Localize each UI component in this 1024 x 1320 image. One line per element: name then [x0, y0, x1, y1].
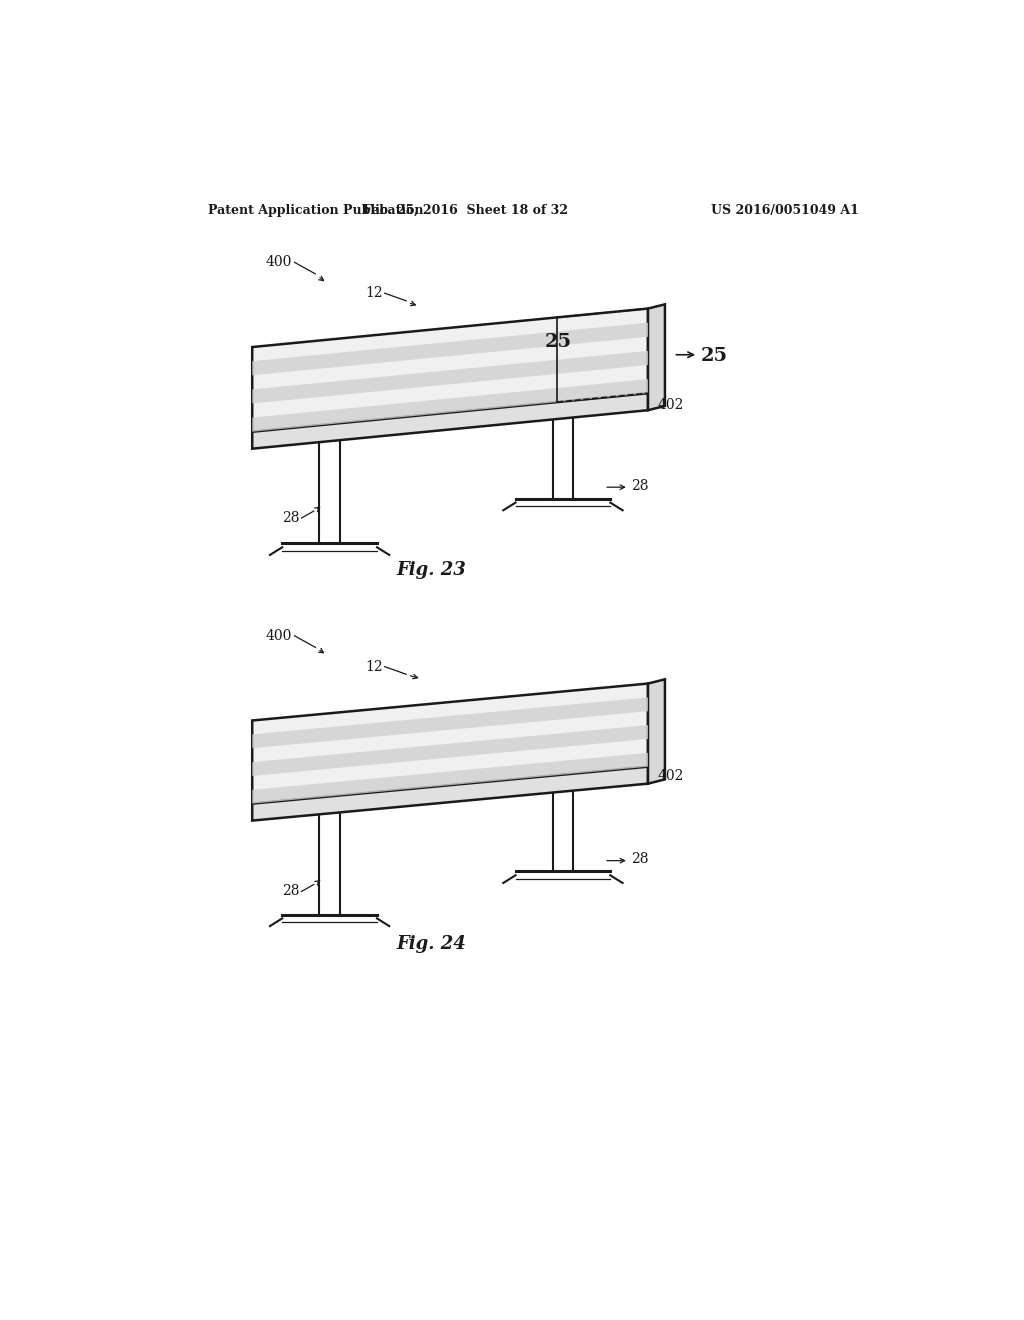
- Text: Fig. 24: Fig. 24: [396, 935, 466, 953]
- Polygon shape: [252, 684, 648, 804]
- Text: 400: 400: [266, 628, 292, 643]
- Polygon shape: [648, 680, 665, 784]
- Text: 28: 28: [631, 853, 648, 866]
- Text: 25: 25: [700, 347, 727, 366]
- Polygon shape: [252, 309, 648, 432]
- Text: Patent Application Publication: Patent Application Publication: [208, 205, 423, 218]
- Polygon shape: [252, 725, 648, 776]
- Text: 402: 402: [658, 397, 684, 412]
- Text: 25: 25: [545, 333, 571, 351]
- Polygon shape: [648, 305, 665, 411]
- Text: Fig. 23: Fig. 23: [396, 561, 466, 579]
- Polygon shape: [252, 379, 648, 432]
- Text: 28: 28: [283, 511, 300, 525]
- Text: US 2016/0051049 A1: US 2016/0051049 A1: [711, 205, 859, 218]
- Polygon shape: [252, 351, 648, 404]
- Text: 28: 28: [631, 479, 648, 492]
- Text: Feb. 25, 2016  Sheet 18 of 32: Feb. 25, 2016 Sheet 18 of 32: [364, 205, 568, 218]
- Text: 12: 12: [366, 286, 383, 300]
- Polygon shape: [252, 393, 648, 449]
- Text: 402: 402: [658, 770, 684, 783]
- Text: 400: 400: [266, 255, 292, 269]
- Text: 12: 12: [366, 660, 383, 673]
- Text: 28: 28: [283, 884, 300, 899]
- Polygon shape: [252, 752, 648, 804]
- Polygon shape: [252, 697, 648, 748]
- Polygon shape: [252, 767, 648, 821]
- Polygon shape: [252, 322, 648, 375]
